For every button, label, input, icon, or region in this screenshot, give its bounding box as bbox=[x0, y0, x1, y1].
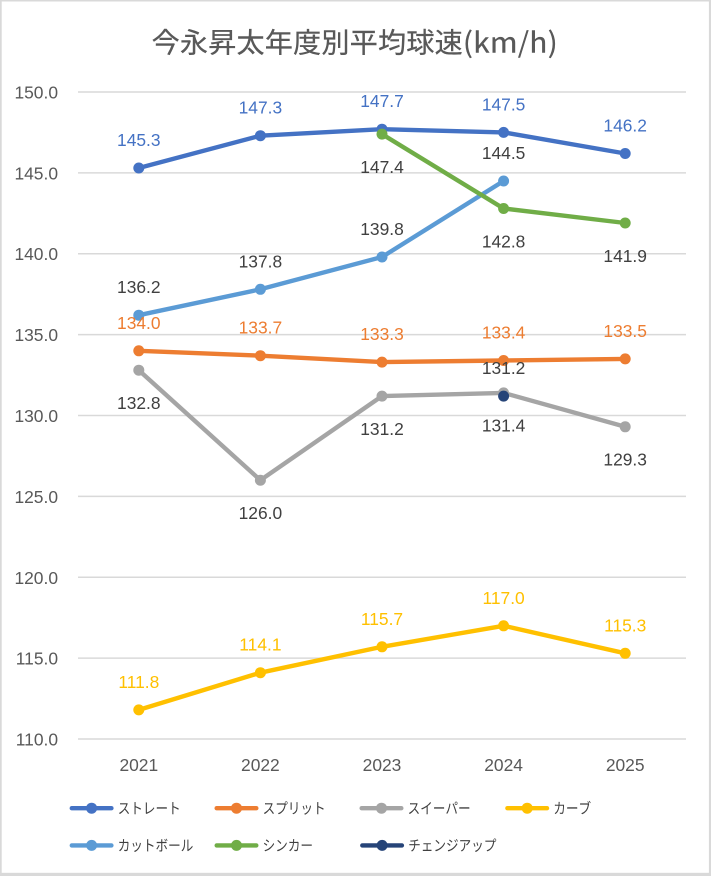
svg-text:2025: 2025 bbox=[606, 755, 645, 775]
svg-text:150.0: 150.0 bbox=[14, 83, 58, 103]
svg-text:137.8: 137.8 bbox=[239, 251, 283, 271]
svg-text:120.0: 120.0 bbox=[14, 568, 58, 588]
svg-text:135.0: 135.0 bbox=[14, 325, 58, 345]
svg-text:133.5: 133.5 bbox=[603, 321, 647, 341]
svg-text:145.0: 145.0 bbox=[14, 163, 58, 183]
svg-text:110.0: 110.0 bbox=[16, 730, 58, 750]
svg-text:139.8: 139.8 bbox=[360, 219, 404, 239]
svg-text:2023: 2023 bbox=[363, 755, 402, 775]
svg-text:114.1: 114.1 bbox=[239, 635, 281, 655]
svg-text:134.0: 134.0 bbox=[117, 313, 161, 333]
svg-text:141.9: 141.9 bbox=[603, 246, 647, 266]
svg-text:2021: 2021 bbox=[119, 755, 158, 775]
svg-text:142.8: 142.8 bbox=[482, 231, 526, 251]
svg-text:117.0: 117.0 bbox=[482, 588, 524, 608]
svg-text:147.3: 147.3 bbox=[239, 98, 283, 118]
svg-text:140.0: 140.0 bbox=[14, 244, 58, 264]
svg-text:131.2: 131.2 bbox=[482, 358, 526, 378]
svg-text:129.3: 129.3 bbox=[603, 450, 647, 470]
svg-text:132.8: 132.8 bbox=[117, 393, 161, 413]
svg-text:126.0: 126.0 bbox=[239, 503, 283, 523]
svg-text:131.2: 131.2 bbox=[360, 419, 404, 439]
svg-text:130.0: 130.0 bbox=[14, 406, 58, 426]
svg-text:147.4: 147.4 bbox=[360, 157, 404, 177]
svg-text:131.4: 131.4 bbox=[482, 416, 526, 436]
svg-text:145.3: 145.3 bbox=[117, 130, 161, 150]
svg-text:2022: 2022 bbox=[241, 755, 280, 775]
svg-text:115.7: 115.7 bbox=[361, 609, 403, 629]
svg-text:111.8: 111.8 bbox=[118, 672, 159, 692]
svg-text:125.0: 125.0 bbox=[14, 487, 58, 507]
svg-text:136.2: 136.2 bbox=[117, 277, 161, 297]
svg-text:133.3: 133.3 bbox=[360, 324, 404, 344]
svg-text:2024: 2024 bbox=[484, 755, 523, 775]
svg-text:147.5: 147.5 bbox=[482, 94, 526, 114]
svg-text:133.7: 133.7 bbox=[239, 318, 283, 338]
svg-text:115.0: 115.0 bbox=[16, 649, 58, 669]
svg-text:144.5: 144.5 bbox=[482, 143, 526, 163]
svg-text:115.3: 115.3 bbox=[604, 615, 646, 635]
svg-text:146.2: 146.2 bbox=[603, 116, 647, 136]
svg-text:147.7: 147.7 bbox=[360, 91, 404, 111]
svg-text:133.4: 133.4 bbox=[482, 323, 526, 343]
